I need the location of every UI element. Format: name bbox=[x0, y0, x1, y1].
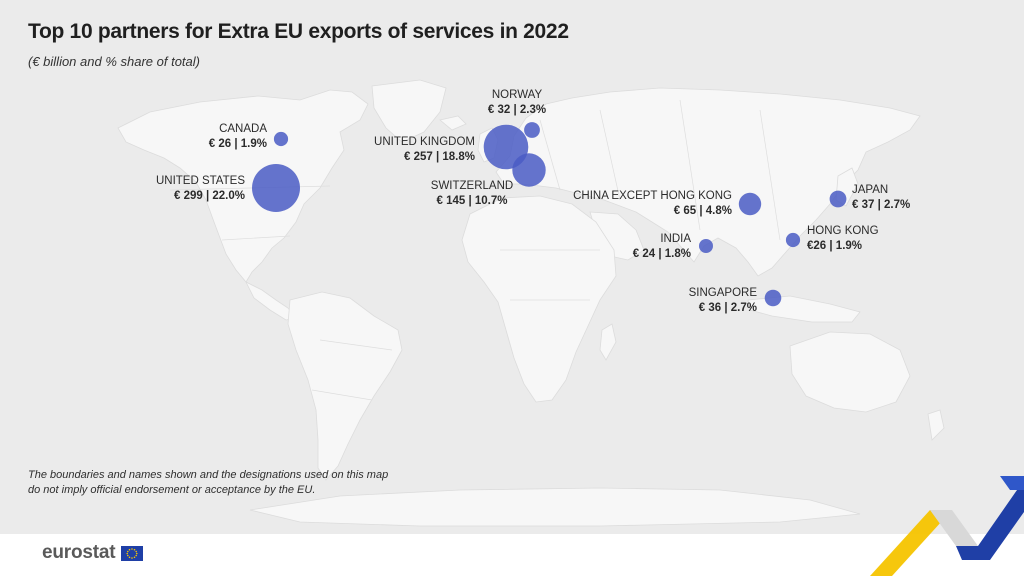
eurostat-logo: eurostat bbox=[42, 542, 144, 564]
eu-flag-icon bbox=[121, 545, 144, 561]
label-name-norway: NORWAY bbox=[492, 89, 543, 101]
bubble-norway bbox=[524, 122, 540, 138]
label-name-united-states: UNITED STATES bbox=[156, 175, 245, 187]
label-value-hong-kong: €26 | 1.9% bbox=[807, 240, 862, 252]
logo-text: eurostat bbox=[42, 542, 116, 563]
label-name-india: INDIA bbox=[660, 233, 691, 245]
land-madagascar bbox=[599, 323, 617, 361]
land-new-zealand bbox=[927, 409, 945, 441]
land-south-america bbox=[287, 291, 403, 481]
page-subtitle: (€ billion and % share of total) bbox=[28, 54, 200, 69]
label-value-switzerland: € 145 | 10.7% bbox=[437, 195, 508, 207]
disclaimer-line-2: do not imply official endorsement or acc… bbox=[28, 484, 316, 496]
land-indonesia bbox=[747, 295, 861, 323]
label-name-united-kingdom: UNITED KINGDOM bbox=[374, 136, 475, 148]
label-value-singapore: € 36 | 2.7% bbox=[699, 302, 757, 314]
label-name-hong-kong: HONG KONG bbox=[807, 225, 879, 237]
label-value-china-except-hong-kong: € 65 | 4.8% bbox=[674, 205, 732, 217]
border-layer bbox=[169, 99, 781, 401]
label-value-united-states: € 299 | 22.0% bbox=[174, 190, 245, 202]
label-name-singapore: SINGAPORE bbox=[689, 287, 758, 299]
land-antarctica bbox=[249, 487, 861, 527]
label-value-united-kingdom: € 257 | 18.8% bbox=[404, 151, 475, 163]
bubble-united-kingdom bbox=[483, 124, 529, 170]
bubble-united-states bbox=[252, 164, 300, 212]
land-greenland bbox=[371, 79, 447, 143]
page-title: Top 10 partners for Extra EU exports of … bbox=[28, 20, 569, 43]
label-name-japan: JAPAN bbox=[852, 184, 888, 196]
map-disclaimer: The boundaries and names shown and the d… bbox=[28, 468, 388, 498]
disclaimer-line-1: The boundaries and names shown and the d… bbox=[28, 469, 389, 481]
label-value-japan: € 37 | 2.7% bbox=[852, 199, 910, 211]
land-australia bbox=[789, 331, 911, 413]
label-name-canada: CANADA bbox=[219, 123, 267, 135]
bubble-japan bbox=[829, 190, 847, 208]
land-iceland bbox=[439, 115, 467, 131]
land-africa bbox=[461, 195, 617, 403]
bubble-hong-kong bbox=[785, 232, 801, 248]
label-layer: UNITED STATES € 299 | 22.0% UNITED KINGDOM… bbox=[156, 89, 910, 314]
label-value-norway: € 32 | 2.3% bbox=[488, 104, 546, 116]
label-name-china-except-hong-kong: CHINA EXCEPT HONG KONG bbox=[573, 190, 732, 202]
label-value-canada: € 26 | 1.9% bbox=[209, 138, 267, 150]
bubble-india bbox=[699, 239, 713, 253]
footer-bar bbox=[0, 534, 1024, 576]
bubble-singapore bbox=[764, 289, 782, 307]
bubble-canada bbox=[273, 131, 289, 147]
bubble-switzerland bbox=[512, 153, 546, 187]
label-name-switzerland: SWITZERLAND bbox=[431, 180, 513, 192]
label-value-india: € 24 | 1.8% bbox=[633, 248, 691, 260]
bubble-china-except-hong-kong bbox=[738, 192, 762, 216]
land-north-america bbox=[117, 89, 369, 283]
bubble-layer bbox=[252, 122, 847, 307]
